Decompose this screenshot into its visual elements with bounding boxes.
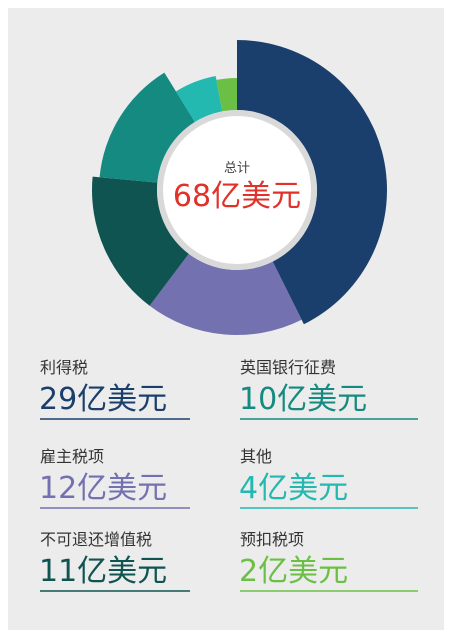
center-title: 总计 — [224, 161, 250, 176]
center-disc — [163, 116, 311, 264]
legend-label: 英国银行征费 — [240, 358, 336, 377]
legend-value: 4亿美元 — [239, 471, 348, 506]
legend-label: 利得税 — [40, 358, 88, 377]
center-total: 68亿美元 — [173, 179, 301, 214]
donut-segment — [149, 253, 302, 335]
legend-value: 10亿美元 — [239, 382, 367, 417]
donut-segment — [99, 72, 195, 183]
legend-label: 其他 — [240, 447, 272, 466]
legend-value: 12亿美元 — [39, 471, 167, 506]
legend-value: 29亿美元 — [39, 382, 167, 417]
legend-label: 不可退还增值税 — [40, 530, 152, 549]
donut-segment — [92, 176, 189, 306]
legend-value: 11亿美元 — [39, 554, 167, 589]
donut-segment — [175, 75, 223, 122]
donut-segment — [216, 78, 237, 112]
legend-label: 雇主税项 — [40, 447, 104, 466]
donut-segment — [237, 40, 388, 325]
legend-label: 预扣税项 — [240, 530, 304, 549]
legend-value: 2亿美元 — [239, 554, 348, 589]
